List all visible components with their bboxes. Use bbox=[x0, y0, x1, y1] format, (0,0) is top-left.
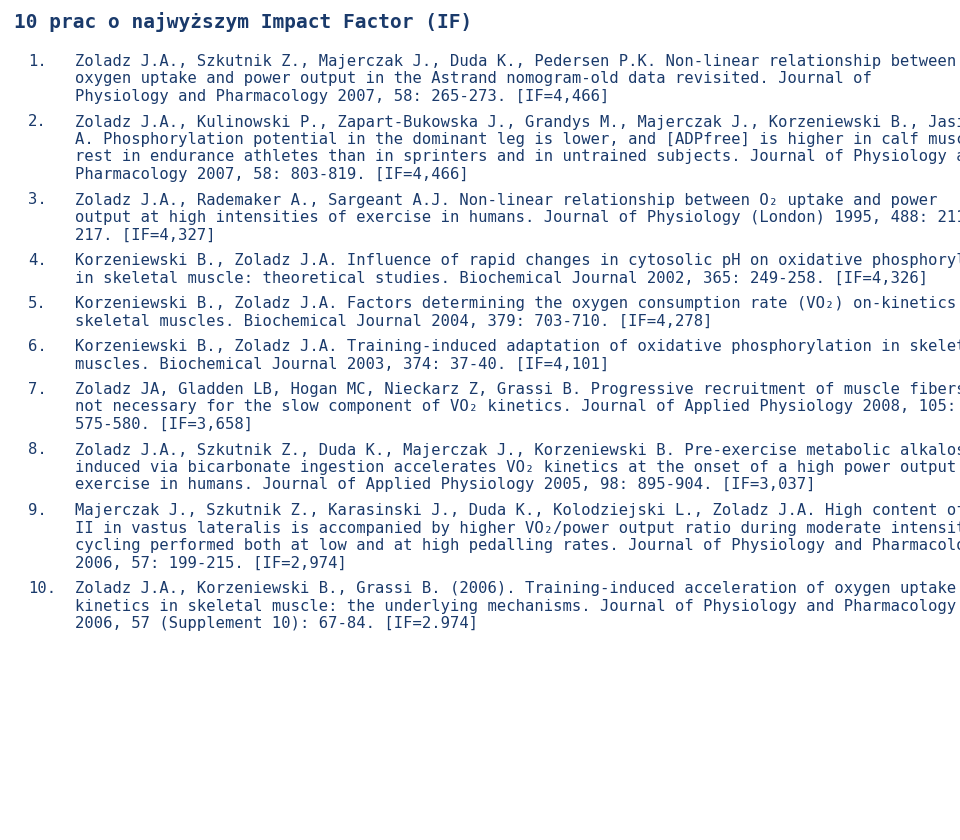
Text: 4.: 4. bbox=[28, 253, 47, 268]
Text: 217. [IF=4,327]: 217. [IF=4,327] bbox=[75, 228, 216, 243]
Text: in skeletal muscle: theoretical studies. Biochemical Journal 2002, 365: 249-258.: in skeletal muscle: theoretical studies.… bbox=[75, 270, 928, 286]
Text: Zoladz J.A., Szkutnik Z., Majerczak J., Duda K., Pedersen P.K. Non-linear relati: Zoladz J.A., Szkutnik Z., Majerczak J., … bbox=[75, 54, 956, 69]
Text: 8.: 8. bbox=[28, 443, 47, 458]
Text: 2006, 57 (Supplement 10): 67-84. [IF=2.974]: 2006, 57 (Supplement 10): 67-84. [IF=2.9… bbox=[75, 616, 478, 631]
Text: 7.: 7. bbox=[28, 382, 47, 397]
Text: 2006, 57: 199-215. [IF=2,974]: 2006, 57: 199-215. [IF=2,974] bbox=[75, 555, 347, 570]
Text: Pharmacology 2007, 58: 803-819. [IF=4,466]: Pharmacology 2007, 58: 803-819. [IF=4,46… bbox=[75, 167, 468, 182]
Text: Korzeniewski B., Zoladz J.A. Factors determining the oxygen consumption rate (VO: Korzeniewski B., Zoladz J.A. Factors det… bbox=[75, 296, 960, 311]
Text: 6.: 6. bbox=[28, 339, 47, 354]
Text: Zoladz JA, Gladden LB, Hogan MC, Nieckarz Z, Grassi B. Progressive recruitment o: Zoladz JA, Gladden LB, Hogan MC, Nieckar… bbox=[75, 382, 960, 397]
Text: Zoladz J.A., Rademaker A., Sargeant A.J. Non-linear relationship between O₂ upta: Zoladz J.A., Rademaker A., Sargeant A.J.… bbox=[75, 192, 938, 207]
Text: 575-580. [IF=3,658]: 575-580. [IF=3,658] bbox=[75, 417, 253, 432]
Text: 1.: 1. bbox=[28, 54, 47, 69]
Text: Zoladz J.A., Szkutnik Z., Duda K., Majerczak J., Korzeniewski B. Pre-exercise me: Zoladz J.A., Szkutnik Z., Duda K., Majer… bbox=[75, 443, 960, 458]
Text: 9.: 9. bbox=[28, 503, 47, 518]
Text: kinetics in skeletal muscle: the underlying mechanisms. Journal of Physiology an: kinetics in skeletal muscle: the underly… bbox=[75, 598, 956, 613]
Text: Physiology and Pharmacology 2007, 58: 265-273. [IF=4,466]: Physiology and Pharmacology 2007, 58: 26… bbox=[75, 89, 610, 104]
Text: output at high intensities of exercise in humans. Journal of Physiology (London): output at high intensities of exercise i… bbox=[75, 210, 960, 225]
Text: not necessary for the slow component of VO₂ kinetics. Journal of Applied Physiol: not necessary for the slow component of … bbox=[75, 400, 956, 414]
Text: 10 prac o najwyższym Impact Factor (IF): 10 prac o najwyższym Impact Factor (IF) bbox=[14, 12, 472, 32]
Text: 3.: 3. bbox=[28, 192, 47, 207]
Text: rest in endurance athletes than in sprinters and in untrained subjects. Journal : rest in endurance athletes than in sprin… bbox=[75, 150, 960, 165]
Text: muscles. Biochemical Journal 2003, 374: 37-40. [IF=4,101]: muscles. Biochemical Journal 2003, 374: … bbox=[75, 356, 610, 371]
Text: skeletal muscles. Biochemical Journal 2004, 379: 703-710. [IF=4,278]: skeletal muscles. Biochemical Journal 20… bbox=[75, 313, 712, 328]
Text: A. Phosphorylation potential in the dominant leg is lower, and [ADPfree] is high: A. Phosphorylation potential in the domi… bbox=[75, 132, 960, 147]
Text: 5.: 5. bbox=[28, 296, 47, 311]
Text: Korzeniewski B., Zoladz J.A. Training-induced adaptation of oxidative phosphoryl: Korzeniewski B., Zoladz J.A. Training-in… bbox=[75, 339, 960, 354]
Text: Zoladz J.A., Korzeniewski B., Grassi B. (2006). Training-induced acceleration of: Zoladz J.A., Korzeniewski B., Grassi B. … bbox=[75, 581, 956, 596]
Text: oxygen uptake and power output in the Astrand nomogram-old data revisited. Journ: oxygen uptake and power output in the As… bbox=[75, 71, 872, 87]
Text: induced via bicarbonate ingestion accelerates VO₂ kinetics at the onset of a hig: induced via bicarbonate ingestion accele… bbox=[75, 460, 956, 475]
Text: II in vastus lateralis is accompanied by higher VO₂/power output ratio during mo: II in vastus lateralis is accompanied by… bbox=[75, 521, 960, 536]
Text: Korzeniewski B., Zoladz J.A. Influence of rapid changes in cytosolic pH on oxida: Korzeniewski B., Zoladz J.A. Influence o… bbox=[75, 253, 960, 268]
Text: 2.: 2. bbox=[28, 114, 47, 129]
Text: cycling performed both at low and at high pedalling rates. Journal of Physiology: cycling performed both at low and at hig… bbox=[75, 538, 960, 553]
Text: 10.: 10. bbox=[28, 581, 56, 596]
Text: Majerczak J., Szkutnik Z., Karasinski J., Duda K., Kolodziejski L., Zoladz J.A. : Majerczak J., Szkutnik Z., Karasinski J.… bbox=[75, 503, 960, 518]
Text: Zoladz J.A., Kulinowski P., Zapart-Bukowska J., Grandys M., Majerczak J., Korzen: Zoladz J.A., Kulinowski P., Zapart-Bukow… bbox=[75, 114, 960, 130]
Text: exercise in humans. Journal of Applied Physiology 2005, 98: 895-904. [IF=3,037]: exercise in humans. Journal of Applied P… bbox=[75, 477, 816, 492]
